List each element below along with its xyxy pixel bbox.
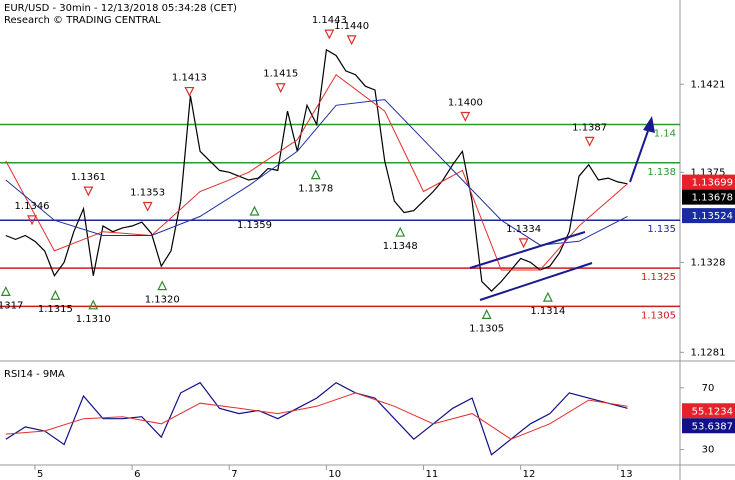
- x-tick-label: 13: [620, 469, 633, 480]
- y-tick-label: 1.1281: [691, 347, 726, 358]
- annotation-marker: [460, 111, 471, 122]
- annotation-marker: [518, 238, 529, 249]
- annotation-marker: [142, 201, 153, 212]
- price-box: [682, 403, 735, 419]
- annotation-label: 1.1378: [298, 184, 333, 195]
- annotation-marker: [324, 29, 335, 40]
- channel-line: [469, 231, 586, 269]
- price-box-label: 53.6387: [692, 421, 733, 432]
- annotation-label: 1.1310: [76, 314, 111, 325]
- price-box-label: 1.13678: [692, 193, 733, 204]
- annotation-marker: [395, 226, 406, 237]
- plot-layer: 1.14 1.138 1.135 1.1325 1.1305 1.1346 1.1361 1.…: [0, 15, 735, 480]
- price-box: [682, 208, 735, 224]
- annotation-label: 1.1359: [237, 220, 272, 231]
- x-tick-label: 7: [231, 469, 237, 480]
- rsi-title: RSI14 - 9MA: [4, 369, 65, 380]
- price-box-label: 1.13699: [692, 178, 733, 189]
- annotation-marker: [310, 169, 321, 180]
- level-label: 1.138: [647, 167, 676, 178]
- y-tick-label: 1.1328: [691, 257, 726, 268]
- annotation-marker: [584, 136, 595, 147]
- level-label: 1.14: [654, 128, 676, 139]
- annotation-marker: [0, 286, 11, 297]
- level-label: 1.1305: [641, 310, 676, 321]
- price-box-label: 55.1234: [692, 406, 733, 417]
- forecast-arrow-head: [643, 116, 655, 133]
- annotation-marker: [184, 86, 195, 97]
- channel-line: [479, 262, 593, 301]
- annotation-label: 1.1387: [572, 122, 607, 133]
- price-box: [682, 418, 735, 434]
- annotation-marker: [27, 215, 38, 226]
- annotation-marker: [83, 186, 94, 197]
- y-tick-label: 30: [702, 445, 715, 456]
- annotation-marker: [542, 291, 553, 302]
- series-line: [5, 73, 628, 271]
- price-box: [682, 189, 735, 205]
- annotation-marker: [50, 289, 61, 300]
- annotation-marker: [346, 35, 357, 46]
- annotation-label: 1.1346: [15, 201, 50, 212]
- annotation-marker: [249, 205, 260, 216]
- annotation-label: 1.1353: [130, 187, 165, 198]
- annotation-label: 1.1305: [469, 323, 504, 334]
- annotation-label: 1.1400: [448, 97, 483, 108]
- annotation-label: 1.1314: [530, 306, 565, 317]
- annotation-marker: [275, 83, 286, 94]
- x-tick-label: 11: [426, 469, 439, 480]
- chart-title: EUR/USD - 30min - 12/13/2018 05:34:28 (C…: [4, 3, 237, 14]
- series-line: [5, 381, 628, 456]
- price-box-label: 1.13524: [692, 211, 733, 222]
- annotation-marker: [481, 309, 492, 319]
- x-tick-label: 12: [523, 469, 536, 480]
- level-label: 1.1325: [641, 272, 676, 283]
- x-tick-label: 10: [328, 469, 341, 480]
- x-tick-label: 5: [37, 469, 43, 480]
- series-line: [5, 48, 628, 292]
- annotation-label: 1.1348: [383, 241, 418, 252]
- level-label: 1.135: [647, 224, 676, 235]
- forecast-arrow: [629, 127, 650, 183]
- x-tick-label: 6: [134, 469, 140, 480]
- y-tick-label: 70: [702, 383, 715, 394]
- annotation-label: 1.1440: [334, 21, 369, 32]
- annotation-label: 1.1320: [145, 295, 180, 306]
- annotation-label: 1.1443: [312, 15, 347, 26]
- chart-subtitle: Research © TRADING CENTRAL: [4, 15, 161, 26]
- annotation-label: 1.1361: [71, 172, 106, 183]
- annotation-label: 1.1317: [0, 300, 23, 311]
- annotation-label: 1.1415: [263, 69, 298, 80]
- annotation-label: 1.1334: [506, 224, 541, 235]
- annotation-label: 1.1413: [172, 73, 207, 84]
- y-tick-label: 1.1375: [691, 167, 726, 178]
- annotation-marker: [157, 280, 168, 291]
- annotation-marker: [88, 299, 99, 310]
- annotation-label: 1.1315: [38, 304, 73, 315]
- price-box: [682, 174, 735, 190]
- series-line: [5, 392, 628, 440]
- series-line: [5, 99, 628, 246]
- y-tick-label: 1.1421: [691, 79, 726, 90]
